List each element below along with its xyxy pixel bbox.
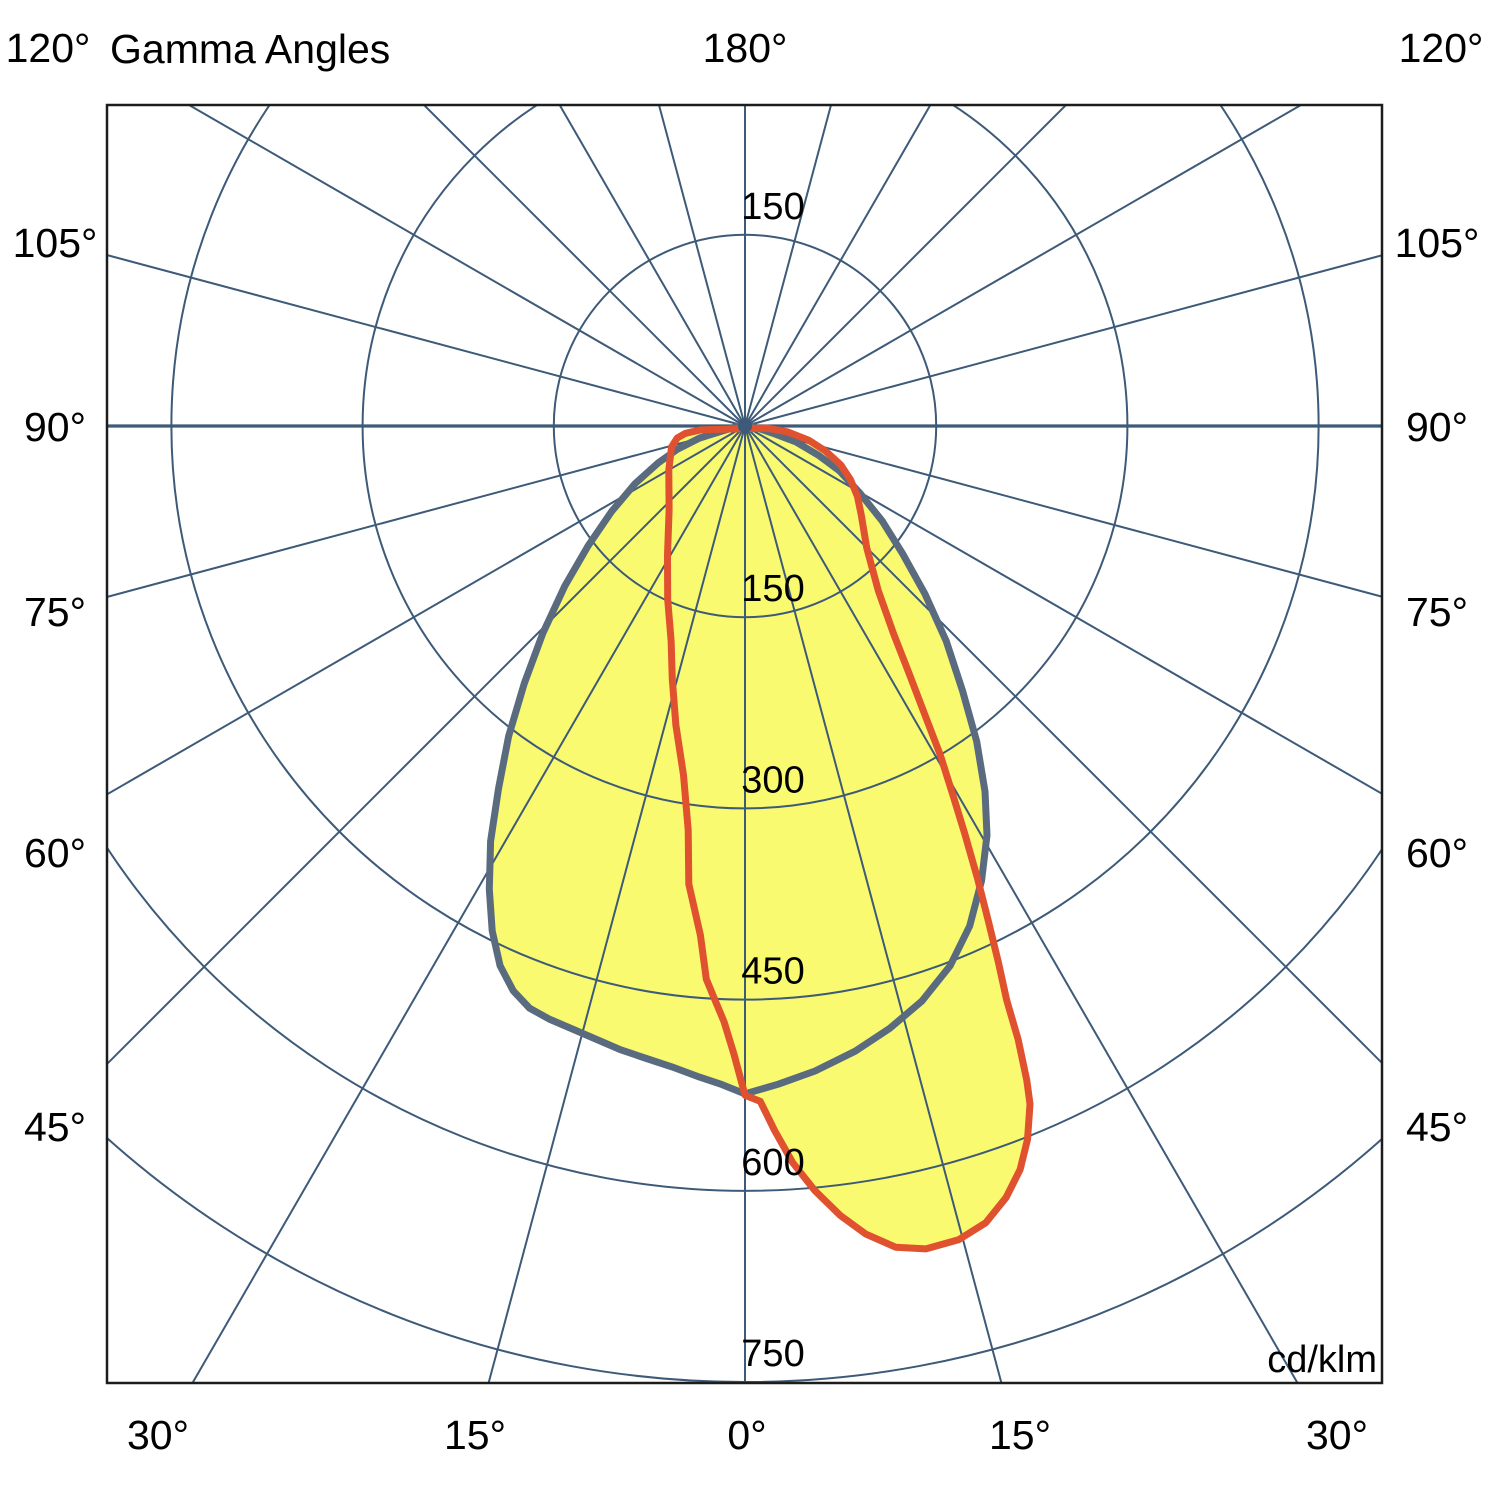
gamma-ray [744,105,1068,427]
left-angle-label: 60° [24,830,86,876]
radial-circle [552,233,938,619]
gamma-ray [187,105,746,427]
bottom-angle-label: 0° [727,1412,766,1458]
left-angle-label: 105° [13,220,98,266]
radial-tick-label: 750 [741,1333,804,1375]
gamma-ray [107,254,746,427]
right-angle-label: 60° [1406,830,1468,876]
gamma-ray [744,105,932,427]
right-angle-label: 105° [1395,220,1480,266]
top-angle-label: 180° [703,25,788,71]
center-dot [738,419,752,433]
radial-tick-label: 600 [741,1142,804,1184]
curve-outline-1 [664,424,1034,1253]
gamma-ray [744,425,1003,1383]
gamma-ray [744,425,1382,598]
radial-tick-label: 300 [741,759,804,801]
gamma-ray [558,105,746,427]
lobe-fill-1 [667,428,1030,1249]
bottom-angle-label: 30° [1306,1412,1368,1458]
gamma-ray [744,425,1382,1065]
right-angle-label: 45° [1406,1104,1468,1150]
gamma-ray [107,425,746,1066]
bottom-angle-label: 15° [989,1412,1051,1458]
plot-border [105,103,1384,1385]
left-angle-label: 90° [24,404,86,450]
left-angle-label: 75° [24,589,86,635]
curve-outline-0 [485,422,991,1098]
gamma-ray [422,105,746,427]
gamma-ray [744,254,1382,427]
chart-title: Gamma Angles [110,26,391,72]
bottom-angle-label: 30° [127,1412,189,1458]
gamma-ray [657,105,746,427]
right-angle-label: 90° [1406,404,1468,450]
gamma-ray [107,425,746,598]
radial-tick-label-upper: 150 [741,186,804,228]
corner-angle-label-right: 120° [1399,25,1484,71]
radial-tick-label: 150 [741,568,804,610]
bottom-angle-label: 15° [444,1412,506,1458]
left-angle-label: 45° [24,1104,86,1150]
radial-tick-label: 450 [741,951,804,993]
radial-circle [170,105,1320,1001]
gamma-ray [107,425,746,796]
corner-angle-label-left: 120° [6,25,91,71]
radial-circle [107,845,1382,1192]
gamma-ray [744,105,1303,427]
radial-circle [361,105,1129,810]
gamma-ray [191,425,746,1383]
unit-label: cd/klm [1267,1339,1377,1381]
gamma-ray [744,425,1299,1383]
gamma-ray [744,425,1382,795]
gamma-ray [744,105,833,427]
right-angle-label: 75° [1406,589,1468,635]
gamma-ray [487,425,746,1383]
